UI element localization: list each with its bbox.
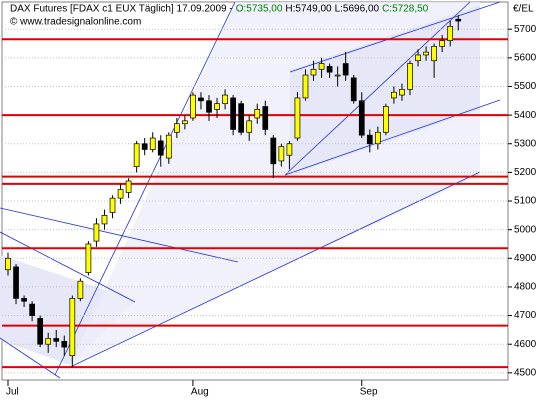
candle-body bbox=[109, 197, 116, 213]
chart-title: DAX Futures [FDAX c1 EUX Täglich] 17.09.… bbox=[10, 4, 233, 15]
candle-body bbox=[69, 298, 76, 357]
candle-body bbox=[326, 66, 333, 73]
candle-body bbox=[77, 280, 84, 299]
y-tick-label: 4700 bbox=[514, 310, 537, 321]
y-tick-label: 4900 bbox=[514, 253, 537, 264]
candle-body bbox=[53, 338, 60, 342]
y-tick-label: 4500 bbox=[514, 367, 537, 378]
candle-body bbox=[37, 318, 44, 345]
candles bbox=[5, 15, 462, 368]
candle-body bbox=[85, 243, 92, 273]
candle-body bbox=[310, 68, 317, 76]
candle-body bbox=[334, 74, 341, 77]
candle-body bbox=[342, 63, 349, 76]
candle-body bbox=[101, 214, 108, 225]
trend-line bbox=[289, 1, 501, 73]
trend-line bbox=[0, 337, 61, 379]
title-open: O:5735,00 bbox=[236, 4, 283, 15]
candle-body bbox=[431, 46, 437, 62]
candle-body bbox=[455, 18, 462, 22]
x-tick-label: Jul bbox=[6, 387, 19, 398]
candle-body bbox=[439, 40, 446, 47]
trend-line bbox=[0, 231, 136, 303]
y-axis-label: €/EL bbox=[513, 4, 534, 15]
candle-body bbox=[278, 146, 285, 162]
candle-body bbox=[423, 51, 429, 56]
candle-body bbox=[222, 94, 228, 105]
y-tick-label: 5600 bbox=[514, 52, 537, 63]
candle-body bbox=[318, 63, 325, 70]
y-tick-label: 5400 bbox=[514, 110, 537, 121]
candle-body bbox=[407, 63, 413, 90]
candle-body bbox=[238, 103, 245, 133]
candle-body bbox=[133, 143, 140, 168]
candle-body bbox=[141, 143, 148, 150]
candle-body bbox=[350, 77, 357, 102]
candle-body bbox=[93, 223, 100, 242]
candle-body bbox=[13, 266, 19, 299]
candle-body bbox=[270, 137, 277, 165]
candle-body bbox=[294, 97, 301, 139]
candle-body bbox=[391, 91, 397, 99]
y-tick-label: 4600 bbox=[514, 339, 537, 350]
y-tick-label: 5100 bbox=[514, 196, 537, 207]
y-tick-label: 5000 bbox=[514, 224, 537, 235]
axes: 4500 4600 4700 4800 4900 5000 5100 5200 5300 5400… bbox=[6, 24, 537, 398]
candle-body bbox=[21, 298, 27, 302]
title-high: H:5749,00 bbox=[285, 4, 332, 15]
trend-line bbox=[284, 99, 501, 176]
candle-body bbox=[182, 120, 188, 125]
title-close: C:5728,50 bbox=[382, 4, 429, 15]
candle-body bbox=[125, 180, 132, 193]
y-tick-label: 5200 bbox=[514, 167, 537, 178]
candle-body bbox=[262, 106, 269, 130]
candle-body bbox=[246, 120, 253, 133]
y-tick-label: 5700 bbox=[514, 24, 537, 35]
trend-line bbox=[0, 207, 239, 263]
candle-body bbox=[415, 54, 421, 62]
y-tick-label: 4800 bbox=[514, 282, 537, 293]
candle-body bbox=[302, 74, 309, 99]
candle-body bbox=[383, 106, 389, 133]
candle-body bbox=[5, 257, 11, 271]
candle-body bbox=[254, 109, 261, 119]
candle-body bbox=[149, 137, 156, 150]
candle-body bbox=[358, 100, 365, 136]
y-tick-label: 5500 bbox=[514, 81, 537, 92]
candle-body bbox=[173, 123, 180, 133]
candle-body bbox=[366, 134, 373, 145]
candle-body bbox=[165, 134, 172, 159]
candle-body bbox=[157, 140, 164, 156]
x-tick-label: Aug bbox=[191, 387, 209, 398]
trend-line bbox=[67, 171, 481, 369]
x-tick-label: Sep bbox=[360, 387, 378, 398]
candle-body bbox=[286, 143, 293, 156]
trend-line bbox=[284, 1, 471, 176]
candle-body bbox=[190, 94, 196, 119]
candle-body bbox=[214, 103, 220, 110]
title-low: L:5696,00 bbox=[335, 4, 380, 15]
candle-body bbox=[374, 131, 381, 145]
candle-body bbox=[206, 100, 212, 113]
channel-fill bbox=[0, 255, 135, 365]
candle-body bbox=[399, 88, 405, 96]
candle-body bbox=[61, 340, 68, 348]
candle-body bbox=[230, 97, 236, 130]
watermark: © www.tradesignalonline.com bbox=[10, 17, 141, 28]
y-tick-label: 5300 bbox=[514, 138, 537, 149]
candle-body bbox=[117, 189, 124, 199]
candle-body bbox=[447, 25, 454, 42]
candle-body bbox=[45, 338, 52, 345]
candle-body bbox=[198, 97, 204, 102]
trend-line bbox=[54, 1, 236, 376]
candle-body bbox=[29, 303, 35, 316]
